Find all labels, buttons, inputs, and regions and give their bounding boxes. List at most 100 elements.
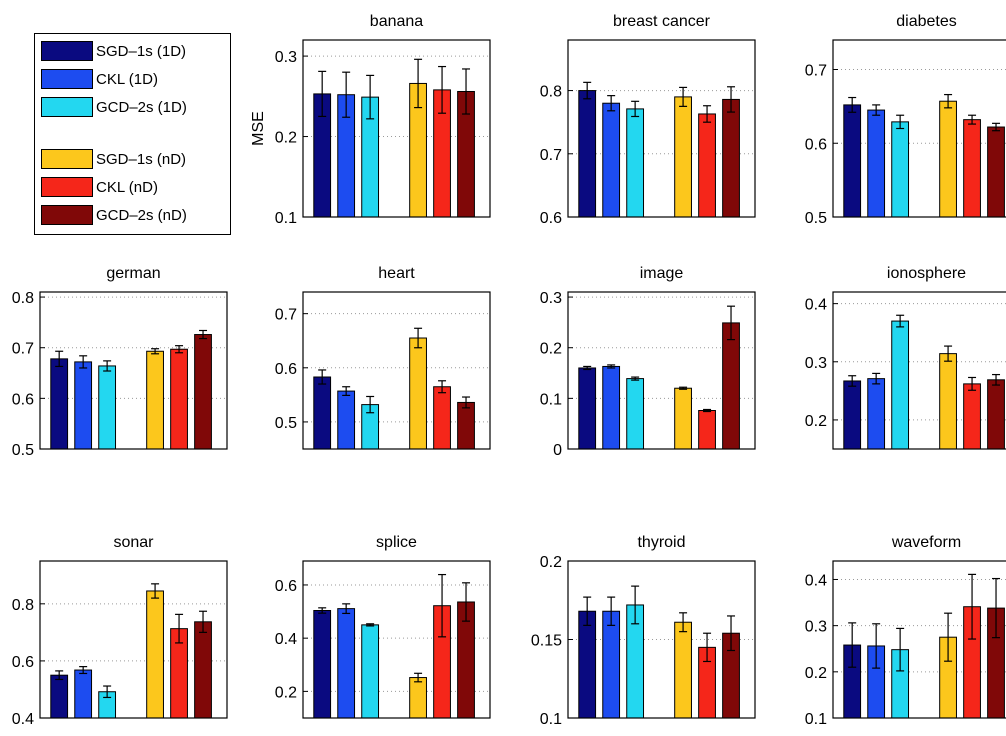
legend-label: SGD–1s (nD) xyxy=(96,150,187,168)
y-tick-label: 0.6 xyxy=(12,391,34,408)
y-tick-label: 0.8 xyxy=(12,290,34,307)
bar xyxy=(50,674,69,719)
y-tick-label: 0.1 xyxy=(540,711,562,728)
legend-label: GCD–2s (1D) xyxy=(96,98,187,116)
y-tick-label: 0.2 xyxy=(805,413,827,430)
y-tick-label: 0.3 xyxy=(805,355,827,372)
bar xyxy=(867,378,886,450)
chart-title: banana xyxy=(370,13,423,30)
y-tick-label: 0.7 xyxy=(805,63,827,80)
bar xyxy=(722,98,740,218)
bar xyxy=(722,322,740,450)
bar xyxy=(578,367,597,450)
bar xyxy=(313,376,332,450)
bar xyxy=(74,669,93,719)
legend-swatch xyxy=(41,69,93,89)
legend: SGD–1s (1D) CKL (1D) GCD–2s (1D) SGD–1s … xyxy=(34,33,231,235)
chart-title: ionosphere xyxy=(887,265,966,282)
bar xyxy=(891,320,910,450)
legend-item: GCD–2s (nD) xyxy=(41,203,187,227)
y-tick-label: 0.5 xyxy=(275,415,297,432)
axes-frame xyxy=(567,291,756,450)
bar xyxy=(578,610,597,719)
legend-item: CKL (1D) xyxy=(41,67,158,91)
legend-swatch xyxy=(41,177,93,197)
bar xyxy=(146,350,164,450)
y-tick-label: 0.4 xyxy=(275,631,297,648)
chart-title: image xyxy=(640,265,684,282)
y-tick-label: 0.8 xyxy=(12,597,34,614)
axes-frame xyxy=(39,560,228,719)
bar xyxy=(987,126,1005,218)
y-tick-label: 0.1 xyxy=(540,391,562,408)
bar xyxy=(146,590,164,719)
bar xyxy=(433,386,451,450)
bar xyxy=(361,624,380,719)
bar xyxy=(337,390,356,450)
legend-label: GCD–2s (nD) xyxy=(96,206,187,224)
axes-frame xyxy=(302,39,491,218)
y-tick-label: 0.3 xyxy=(275,49,297,66)
legend-label: SGD–1s (1D) xyxy=(96,42,187,60)
chart-title: diabetes xyxy=(896,13,957,30)
y-tick-label: 0.7 xyxy=(12,341,34,358)
legend-swatch xyxy=(41,149,93,169)
y-tick-label: 0.6 xyxy=(275,361,297,378)
legend-item: GCD–2s (1D) xyxy=(41,95,187,119)
bar xyxy=(626,108,645,218)
chart-title: sonar xyxy=(113,534,154,551)
chart-title: breast cancer xyxy=(613,13,711,30)
bar xyxy=(987,379,1005,450)
legend-label: CKL (nD) xyxy=(96,178,158,196)
axes-frame xyxy=(39,291,228,450)
bar xyxy=(337,608,356,719)
y-tick-label: 0.2 xyxy=(540,554,562,571)
legend-swatch xyxy=(41,97,93,117)
axes-frame xyxy=(302,560,491,719)
bar xyxy=(194,334,212,450)
bar xyxy=(843,380,862,450)
bar xyxy=(698,113,716,218)
y-tick-label: 0.1 xyxy=(805,711,827,728)
bar xyxy=(313,609,332,719)
bar xyxy=(939,100,957,218)
legend-item: SGD–1s (1D) xyxy=(41,39,186,63)
chart-title: german xyxy=(106,265,160,282)
y-tick-label: 0.5 xyxy=(12,442,34,459)
y-tick-label: 0.4 xyxy=(805,297,827,314)
legend-label: CKL (1D) xyxy=(96,70,158,88)
chart-title: heart xyxy=(378,265,415,282)
y-tick-label: 0.7 xyxy=(275,307,297,324)
y-tick-label: 0.15 xyxy=(531,633,562,650)
chart-title: thyroid xyxy=(637,534,685,551)
bar xyxy=(674,387,692,450)
bar xyxy=(939,353,957,450)
bar xyxy=(674,96,692,218)
bar xyxy=(963,383,981,450)
chart-title: waveform xyxy=(891,534,961,551)
y-tick-label: 0.7 xyxy=(540,147,562,164)
bar xyxy=(963,119,981,218)
y-tick-label: 0.1 xyxy=(275,210,297,227)
y-tick-label: 0.2 xyxy=(275,684,297,701)
y-axis-label: MSE xyxy=(250,111,267,146)
y-tick-label: 0.2 xyxy=(805,665,827,682)
bar xyxy=(98,365,117,450)
y-tick-label: 0.8 xyxy=(540,84,562,101)
bar xyxy=(602,102,621,218)
bar xyxy=(602,610,621,719)
bar xyxy=(674,621,692,719)
bar xyxy=(409,677,427,719)
bar xyxy=(50,358,69,450)
y-tick-label: 0.6 xyxy=(275,578,297,595)
y-tick-label: 0.6 xyxy=(540,210,562,227)
chart-title: splice xyxy=(376,534,417,551)
y-tick-label: 0.4 xyxy=(805,572,827,589)
bar xyxy=(843,104,862,218)
y-tick-label: 0.2 xyxy=(540,341,562,358)
bar xyxy=(170,348,188,450)
y-tick-label: 0.3 xyxy=(540,290,562,307)
bar xyxy=(698,410,716,450)
legend-item: CKL (nD) xyxy=(41,175,158,199)
